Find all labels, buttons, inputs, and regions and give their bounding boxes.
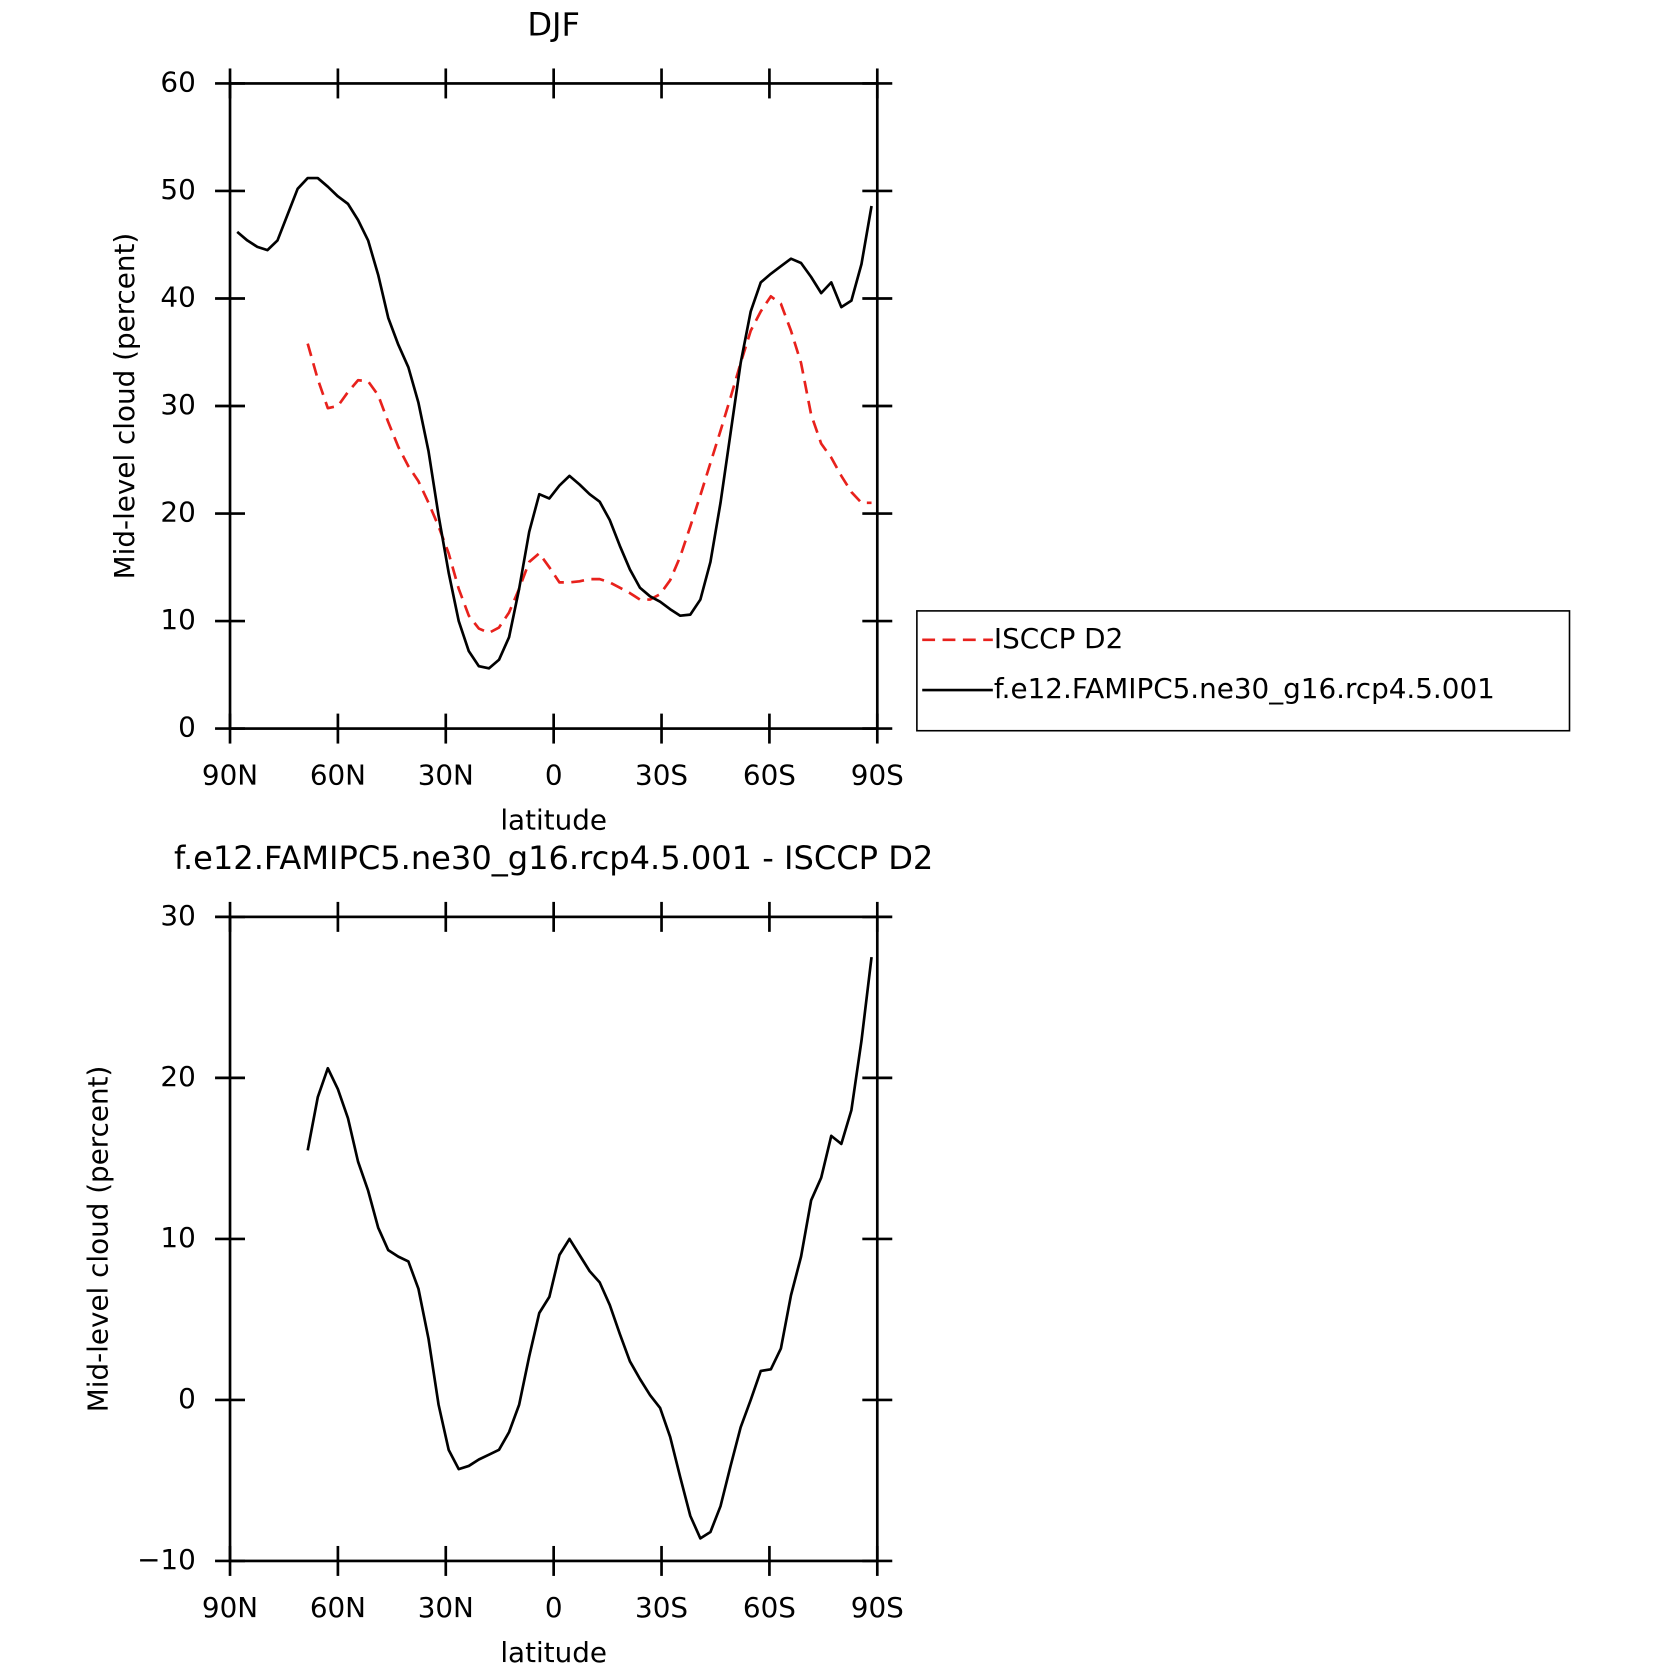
x-axis-label: latitude bbox=[500, 804, 607, 837]
y-tick-label: 30 bbox=[160, 388, 195, 421]
chart-title: f.e12.FAMIPC5.ne30_g16.rcp4.5.001 - ISCC… bbox=[174, 839, 933, 877]
x-axis-label: latitude bbox=[500, 1636, 607, 1669]
legend-label: ISCCP D2 bbox=[994, 622, 1123, 655]
plot-frame bbox=[228, 915, 879, 1563]
x-tick-label: 60N bbox=[310, 1591, 366, 1624]
x-tick-label: 30N bbox=[418, 759, 474, 792]
x-tick-label: 90S bbox=[851, 1591, 904, 1624]
legend-box bbox=[916, 610, 1571, 732]
x-tick-label: 0 bbox=[545, 759, 563, 792]
data-line bbox=[306, 295, 872, 635]
x-tick-label: 30S bbox=[635, 1591, 688, 1624]
x-tick-label: 60N bbox=[310, 759, 366, 792]
y-tick-label: 60 bbox=[160, 65, 195, 98]
y-tick-label: 0 bbox=[178, 1382, 196, 1415]
data-line bbox=[306, 956, 873, 1540]
data-line bbox=[236, 176, 873, 670]
x-tick-label: 90N bbox=[202, 759, 258, 792]
x-tick-label: 60S bbox=[743, 1591, 796, 1624]
legend-label: f.e12.FAMIPC5.ne30_g16.rcp4.5.001 bbox=[994, 672, 1495, 705]
chart-title: DJF bbox=[527, 6, 580, 44]
y-tick-label: 10 bbox=[160, 603, 195, 636]
x-tick-label: 90S bbox=[851, 759, 904, 792]
y-tick-label: 50 bbox=[160, 173, 195, 206]
y-axis-label: Mid-level cloud (percent) bbox=[81, 1066, 114, 1413]
x-tick-label: 0 bbox=[545, 1591, 563, 1624]
y-tick-label: 10 bbox=[160, 1221, 195, 1254]
y-tick-label: 40 bbox=[160, 280, 195, 313]
y-tick-label: 20 bbox=[160, 496, 195, 529]
x-tick-label: 90N bbox=[202, 1591, 258, 1624]
x-tick-label: 30N bbox=[418, 1591, 474, 1624]
y-axis-label: Mid-level cloud (percent) bbox=[108, 233, 141, 580]
y-tick-label: 0 bbox=[178, 711, 196, 744]
y-tick-label: 30 bbox=[160, 899, 195, 932]
y-tick-label: 20 bbox=[160, 1060, 195, 1093]
y-tick-label: −10 bbox=[137, 1543, 196, 1576]
x-tick-label: 30S bbox=[635, 759, 688, 792]
x-tick-label: 60S bbox=[743, 759, 796, 792]
